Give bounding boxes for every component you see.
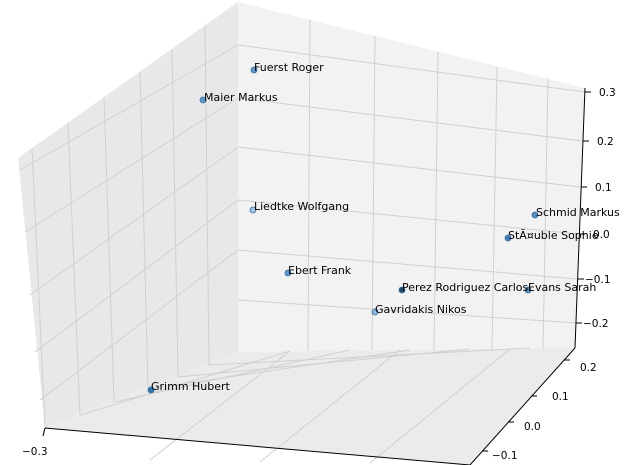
point-labels: Fuerst Roger Maier Markus Liedtke Wolfga… — [151, 61, 620, 393]
y-tick-label-0.0: 0.0 — [524, 421, 541, 433]
point-grimm-hubert[interactable] — [147, 386, 155, 394]
z-axis-ticks — [576, 91, 591, 324]
z-tick-label-0.0: 0.0 — [593, 229, 610, 241]
label-perez-rodriguez-carlos: Perez Rodriguez Carlos — [402, 281, 528, 294]
scatter-points — [147, 66, 539, 394]
z-tick-label-0.3: 0.3 — [599, 87, 616, 99]
point-schmid-markus[interactable] — [531, 211, 539, 219]
label-gavridakis-nikos: Gavridakis Nikos — [375, 303, 467, 316]
label-schmid-markus: Schmid Markus — [536, 206, 620, 219]
left-pane-gridlines — [19, 25, 239, 429]
label-grimm-hubert: Grimm Hubert — [151, 380, 231, 393]
label-fuerst-roger: Fuerst Roger — [254, 61, 324, 74]
label-stauble-sophie: StÃ¤uble Sophie — [508, 229, 599, 242]
left-pane — [18, 2, 238, 428]
label-maier-markus: Maier Markus — [204, 91, 278, 104]
back-pane — [238, 2, 585, 352]
point-liedtke-wolfgang[interactable] — [249, 206, 257, 214]
y-tick-label-0.2: 0.2 — [580, 362, 597, 374]
z-axis-line — [574, 87, 586, 349]
label-ebert-frank: Ebert Frank — [288, 264, 352, 277]
point-evans-sarah[interactable] — [524, 286, 532, 294]
z-tick-label-neg0.1: −0.1 — [585, 274, 611, 286]
y-tick-label-neg0.1: −0.1 — [492, 450, 518, 462]
x-tick-label-neg0.3: −0.3 — [22, 446, 48, 458]
back-pane-gridlines — [237, 19, 586, 352]
x-axis-line — [44, 427, 471, 465]
point-fuerst-roger[interactable] — [250, 66, 258, 74]
z-tick-label-0.1: 0.1 — [595, 182, 612, 194]
x-axis-tick — [42, 427, 46, 437]
y-axis-ticks — [482, 359, 570, 452]
y-tick-label-0.1: 0.1 — [552, 391, 569, 403]
floor-pane — [45, 348, 575, 465]
label-evans-sarah: Evans Sarah — [528, 281, 596, 294]
point-perez-rodriguez-carlos[interactable] — [398, 286, 406, 294]
z-tick-label-neg0.2: −0.2 — [583, 318, 609, 330]
point-stauble-sophie[interactable] — [504, 234, 512, 242]
z-tick-label-0.2: 0.2 — [597, 136, 614, 148]
label-liedtke-wolfgang: Liedtke Wolfgang — [254, 200, 349, 213]
floor-gridlines — [79, 347, 531, 464]
y-axis-line — [469, 347, 576, 465]
point-ebert-frank[interactable] — [284, 269, 292, 277]
point-maier-markus[interactable] — [199, 96, 207, 104]
point-gavridakis-nikos[interactable] — [371, 308, 379, 316]
